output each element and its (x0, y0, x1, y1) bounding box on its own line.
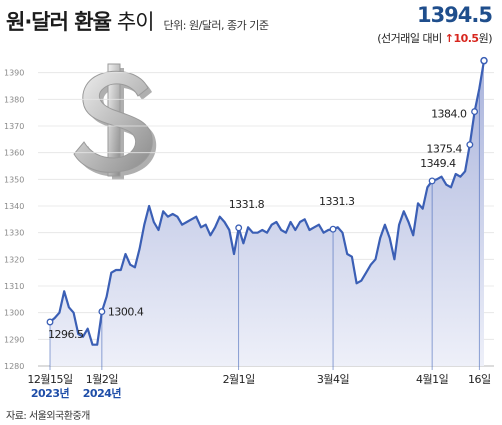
y-tick-label: 1360 (4, 149, 24, 158)
latest-point-marker (480, 56, 488, 65)
data-label: 1300.4 (108, 306, 144, 319)
x-tick-label: 2월1일 (223, 372, 256, 386)
unit-label: 단위: 원/달러, 종가 기준 (163, 19, 269, 32)
data-point-marker (466, 141, 474, 149)
data-point-marker (428, 177, 436, 185)
source-note: 자료: 서울외국환중개 (6, 411, 90, 422)
data-label: 1349.4 (420, 157, 456, 170)
y-tick-label: 1300 (4, 309, 24, 318)
data-point-marker (98, 308, 106, 316)
y-tick-label: 1370 (4, 122, 24, 131)
change-value: 10.5 (453, 32, 479, 45)
data-label: 1384.0 (431, 108, 467, 121)
data-label: 1296.5 (48, 328, 84, 341)
y-tick-label: 1310 (4, 282, 24, 291)
data-point-marker (46, 318, 54, 326)
y-tick-label: 1290 (4, 335, 24, 344)
x-tick-label: 3월4일 (317, 372, 350, 386)
latest-value: 1394.5 (416, 3, 493, 27)
area-fill (50, 60, 484, 366)
data-point-marker (235, 224, 243, 232)
x-tick-label: 16일 (468, 372, 491, 386)
y-tick-label: 1380 (4, 95, 24, 104)
y-tick-label: 1390 (4, 69, 24, 78)
y-tick-label: 1280 (4, 362, 24, 371)
x-tick-label: 12월15일 (27, 372, 73, 386)
data-label: 1375.4 (426, 143, 462, 156)
data-point-marker (471, 108, 479, 116)
y-tick-label: 1340 (4, 202, 24, 211)
y-tick-label: 1350 (4, 175, 24, 184)
change-suffix: 원) (478, 32, 493, 45)
up-arrow-icon: ↑ (444, 32, 454, 45)
chart-header: 원·달러 환율 추이 단위: 원/달러, 종가 기준 (6, 6, 269, 36)
change-prefix: (선거래일 대비 (377, 32, 442, 45)
x-year-label: 2024년 (83, 386, 122, 400)
chart-title-suffix: 추이 (116, 10, 155, 34)
y-tick-label: 1320 (4, 255, 24, 264)
series-line (49, 60, 486, 346)
x-tick-label: 4월1일 (416, 372, 449, 386)
data-label: 1331.8 (229, 198, 265, 211)
x-year-label: 2023년 (31, 386, 70, 400)
y-tick-label: 1330 (4, 229, 24, 238)
change-indicator: (선거래일 대비 ↑10.5원) (377, 30, 492, 46)
chart-title: 원·달러 환율 (6, 10, 112, 34)
x-tick-label: 1월2일 (86, 372, 119, 386)
data-label: 1331.3 (319, 195, 355, 208)
data-point-marker (329, 225, 337, 233)
